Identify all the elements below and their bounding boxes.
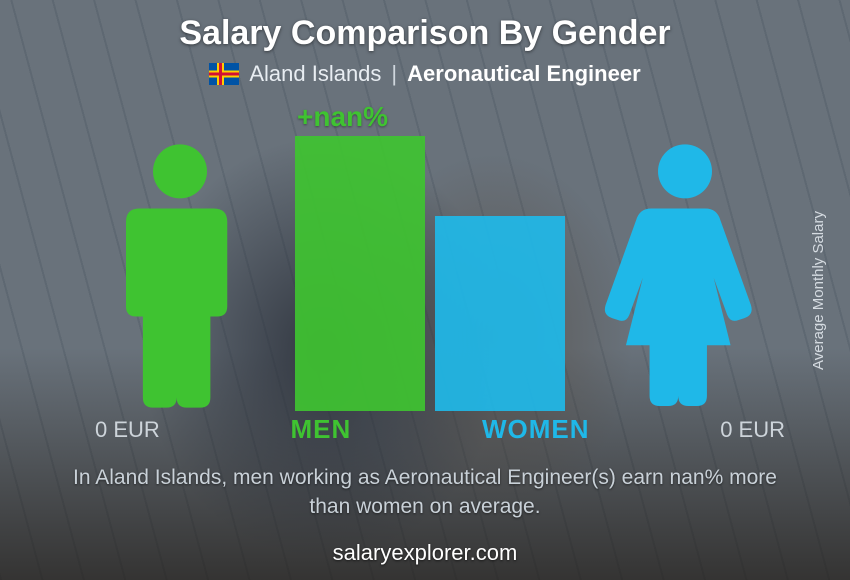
page-title: Salary Comparison By Gender <box>179 14 670 53</box>
row-labels: 0 EUR MEN WOMEN 0 EUR <box>85 414 795 445</box>
man-icon <box>95 141 265 411</box>
main-container: Salary Comparison By Gender Aland Island… <box>0 0 850 580</box>
men-bar <box>295 136 425 411</box>
job-title: Aeronautical Engineer <box>407 61 641 87</box>
women-label: WOMEN <box>482 414 590 445</box>
aland-flag-icon <box>209 63 239 85</box>
footer-source: salaryexplorer.com <box>0 540 850 566</box>
summary-text: In Aland Islands, men working as Aeronau… <box>65 463 785 522</box>
women-value: 0 EUR <box>720 417 785 443</box>
women-bar <box>435 216 565 411</box>
location-text: Aland Islands <box>249 61 381 87</box>
pct-difference-label: +nan% <box>297 101 388 133</box>
divider: | <box>391 61 397 87</box>
chart-area: +nan% 0 EUR MEN WOMEN 0 EUR <box>125 105 725 445</box>
y-axis-label: Average Monthly Salary <box>810 211 827 370</box>
men-label: MEN <box>290 414 351 445</box>
y-axis-label-wrap: Average Monthly Salary <box>808 0 828 580</box>
woman-icon <box>585 141 785 411</box>
men-value: 0 EUR <box>95 417 160 443</box>
subtitle-row: Aland Islands | Aeronautical Engineer <box>209 61 640 87</box>
